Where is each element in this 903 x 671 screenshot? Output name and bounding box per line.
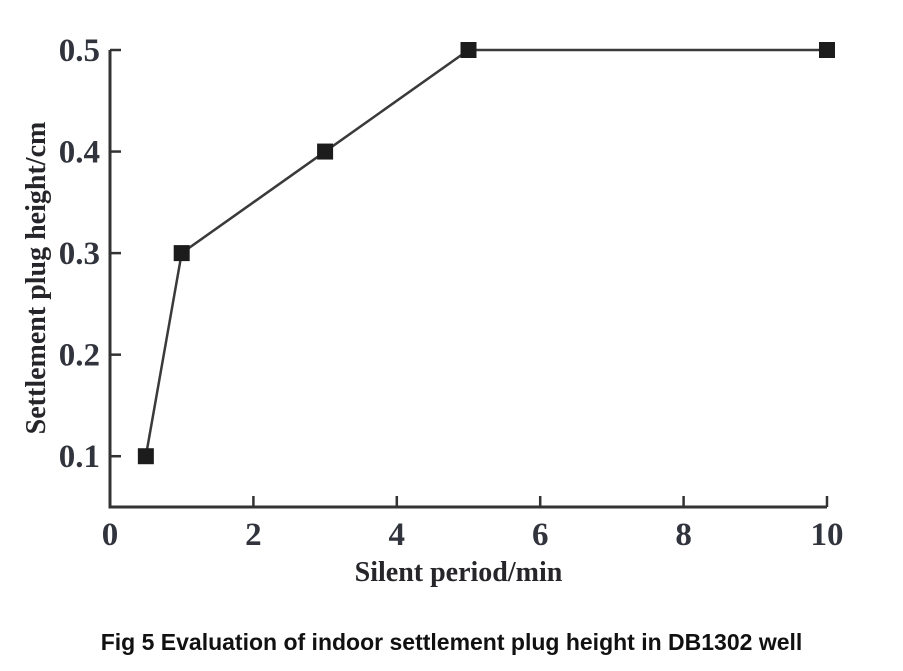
data-line	[144, 48, 827, 457]
y-axis-title: Settlement plug height/cm	[21, 122, 52, 435]
data-point-marker	[317, 143, 334, 160]
data-point-marker	[819, 42, 835, 58]
x-axis-title: Silent period/min	[355, 557, 563, 588]
data-point-marker	[460, 42, 477, 58]
axis-frame	[108, 50, 827, 509]
figure-caption: Fig 5 Evaluation of indoor settlement pl…	[100, 629, 803, 655]
x-axis-tick-label: 0	[102, 517, 119, 553]
y-axis-tick-label: 0.1	[59, 439, 100, 475]
y-axis-tick-label: 0.5	[59, 33, 100, 69]
y-axis-tick-label: 0.3	[59, 236, 100, 272]
y-axis-tick-label: 0.2	[59, 338, 100, 374]
data-point-marker	[137, 448, 154, 465]
x-axis-tick-label: 10	[811, 517, 844, 553]
x-axis-tick-label: 8	[675, 517, 692, 553]
x-axis-tick-label: 2	[245, 517, 262, 553]
x-axis-tick-label: 4	[389, 517, 406, 553]
y-axis-tick-label: 0.4	[59, 134, 100, 170]
data-point-marker	[173, 245, 190, 262]
x-axis-tick-label: 6	[532, 517, 549, 553]
